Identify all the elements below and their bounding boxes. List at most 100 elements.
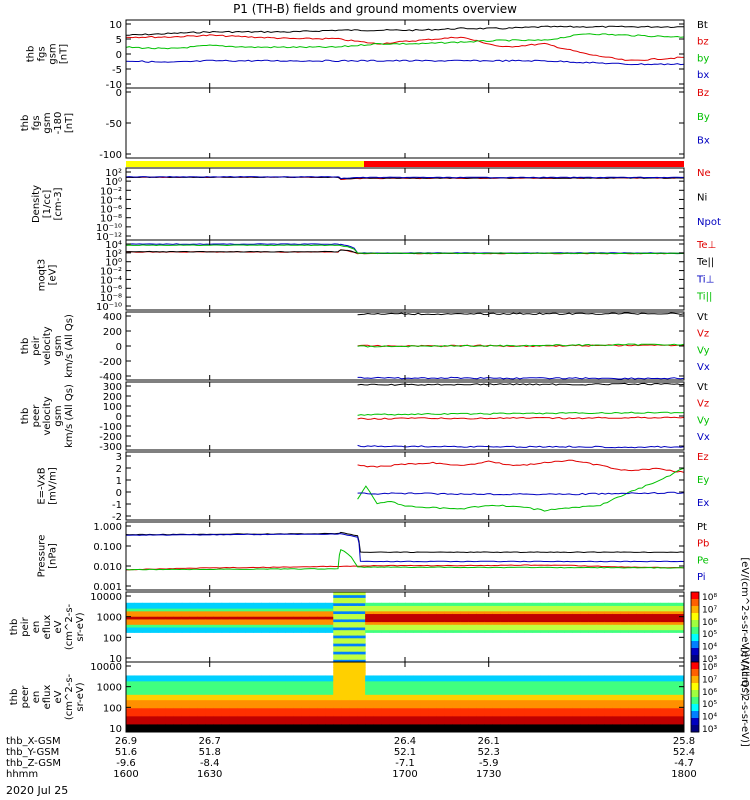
spectrogram-cell [636,702,645,706]
spectrogram-cell [253,694,263,698]
spectrogram-cell [476,605,486,609]
spectrogram-cell [317,723,326,728]
colorbar-segment [691,655,699,663]
spectrogram-cell [412,608,422,612]
spectrogram-cell [317,726,326,730]
spectrogram-cell [285,699,294,703]
spectrogram-cell [540,610,549,615]
spectrogram-cell [500,697,510,701]
spectrogram-cell [460,683,470,687]
spectrogram-cell [373,718,382,722]
spectrogram-cell [325,702,334,706]
spectrogram-cell [484,675,494,679]
spectrogram-cell [492,629,502,633]
spectrogram-cell [540,602,549,606]
spectrogram-cell [357,602,366,606]
spectrogram-cell [428,729,438,733]
spectrogram-cell [157,680,167,685]
spectrogram-cell [341,664,350,668]
spectrogram-cell [189,675,199,679]
spectrogram-cell [556,629,565,633]
spectrogram-cell [660,610,669,615]
spectrogram-cell [668,686,677,690]
spectrogram-cell [133,721,143,725]
spectrogram-cell [165,621,175,625]
spectrogram-cell [397,697,406,701]
spectrogram-cell [596,608,605,612]
spectrogram-cell [141,688,151,693]
spectrogram-cell [181,602,191,606]
spectrogram-cell [237,678,247,682]
spectrogram-cell [628,721,637,725]
spectrogram-cell [253,629,263,633]
spectrogram-cell [269,613,278,617]
spectrogram-cell [333,624,342,628]
spectrogram-cell [205,616,215,620]
spectrogram-cell [492,610,502,615]
spectrogram-cell [604,683,613,687]
spectrogram-cell [157,721,167,725]
spectrogram-cell [397,675,406,679]
spectrogram-cell [197,608,207,612]
spectrogram-cell [420,624,430,628]
spectrogram-cell [325,726,334,730]
spectrogram-cell [245,688,255,693]
spectrogram-cell [460,713,470,717]
spectrogram-cell [221,621,231,625]
spectrogram-cell [644,702,653,706]
spectrogram-cell [285,629,294,633]
spectrogram-cell [588,715,597,720]
spectrogram-cell [333,726,342,730]
spectrogram-cell [652,721,661,725]
spectrogram-cell [492,624,502,628]
spectrogram-cell [365,675,374,679]
spectrogram-cell [245,613,255,617]
spectrogram-cell [126,691,135,695]
spectrogram-cell [189,680,199,685]
spectrogram-cell [405,686,414,690]
spectrogram-cell [317,618,326,623]
spectrogram-cell [149,726,159,730]
spectrogram-cell [468,721,478,725]
spectrogram-cell [245,683,255,687]
spectrogram-cell [476,613,486,617]
spectrogram-cell [285,602,294,606]
spectrogram-cell [580,678,589,682]
spectrogram-cell [126,702,135,706]
spectrogram-cell [365,621,374,625]
spectrogram-cell [428,705,438,709]
spectrogram-cell [604,707,613,711]
spectrogram-cell [636,707,645,711]
spectrogram-cell [628,613,637,617]
spectrogram-cell [325,675,334,679]
y-axis-label-line: (cm^2-s- [64,603,75,650]
spectrogram-cell [668,675,677,679]
spectrogram-cell [189,702,199,706]
y-axis-label-line: gsm [53,405,64,426]
spectrogram-cell [548,683,557,687]
spectrogram-cell [444,707,454,711]
spectrogram-cell [381,694,390,698]
spectrogram-cell [636,699,645,703]
spectrogram-cell [293,675,302,679]
spectrogram-cell [652,678,661,682]
spectrogram-cell [197,678,207,682]
spectrogram-cell [157,723,167,728]
spectrogram-cell [157,699,167,703]
spectrogram-cell [652,621,661,625]
spectrogram-cell [341,613,350,617]
spectrogram-cell [213,688,223,693]
spectrogram-cell [580,710,589,714]
spectrogram-cell [261,713,270,717]
spectrogram-cell [476,702,486,706]
spectrogram-cell [261,602,270,606]
spectrogram-cell [261,605,270,609]
spectrogram-cell [373,702,382,706]
spectrogram-cell [229,678,239,682]
spectrogram-cell [636,605,645,609]
y-tick-label: 100 [103,402,122,413]
spectrogram-cell [341,656,350,660]
spectrogram-cell [444,691,454,695]
spectrogram-cell [484,707,494,711]
x-row-value: 26.4 [394,736,416,747]
